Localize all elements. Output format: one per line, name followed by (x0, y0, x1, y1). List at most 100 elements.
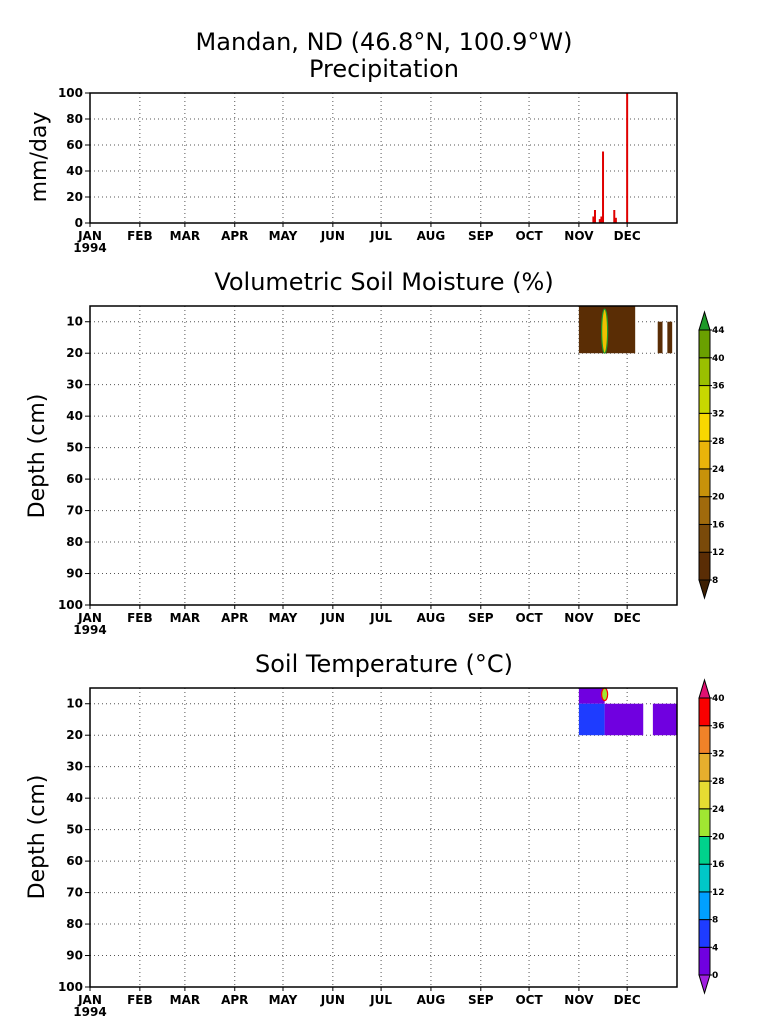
colorbar-label: 44 (712, 326, 725, 336)
colorbar-segment (698, 468, 711, 498)
heatmap-cell (667, 321, 673, 354)
x-tick-label: MAY (269, 229, 298, 243)
x-tick-label: MAY (269, 993, 298, 1007)
colorbar-segment (698, 697, 711, 727)
x-tick-label: FEB (127, 611, 153, 625)
colorbar-label: 40 (712, 354, 725, 364)
x-tick-label: FEB (127, 229, 153, 243)
colorbar-label: 32 (712, 409, 725, 419)
plot-frame (89, 92, 678, 224)
x-tick-label: DEC (614, 993, 641, 1007)
colorbar-label: 12 (712, 888, 725, 898)
colorbar-label: 8 (712, 916, 718, 926)
y-tick-label: 10 (66, 697, 83, 711)
moisture-title: Volumetric Soil Moisture (%) (214, 268, 553, 296)
y-tick-label: 20 (66, 728, 83, 742)
x-tick-label: SEP (468, 993, 494, 1007)
x-tick-label: OCT (515, 611, 543, 625)
plot-frame (89, 687, 678, 988)
y-tick-label: 20 (66, 346, 83, 360)
colorbar-segment (698, 780, 711, 810)
x-tick-label: JAN (77, 611, 102, 625)
y-tick-label: 30 (66, 378, 83, 392)
year-label: 1994 (73, 241, 106, 255)
temperature-ylabel: Depth (cm) (25, 775, 50, 900)
x-tick-label: AUG (417, 993, 446, 1007)
colorbar-label: 36 (712, 722, 725, 732)
heatmap-contour (601, 687, 609, 702)
moisture-ylabel: Depth (cm) (25, 394, 50, 519)
temperature-title: Soil Temperature (°C) (255, 650, 513, 678)
precip-title: Precipitation (309, 55, 459, 83)
x-tick-label: APR (221, 229, 248, 243)
year-label: 1994 (73, 623, 106, 637)
x-tick-label: FEB (127, 993, 153, 1007)
heatmap-cell (657, 321, 663, 354)
x-tick-label: JAN (77, 993, 102, 1007)
precip-ylabel: mm/day (27, 112, 52, 203)
colorbar-segment (698, 412, 711, 442)
x-tick-label: MAR (170, 229, 200, 243)
x-tick-label: JAN (77, 229, 102, 243)
moisture-colorbar: 8 12 16 20 24 28 32 36 40 44 (698, 310, 725, 600)
y-tick-label: 90 (66, 949, 83, 963)
colorbar-label: 24 (712, 465, 725, 475)
heatmap-cell (604, 703, 644, 736)
y-tick-label: 80 (66, 535, 83, 549)
x-tick-label: JUN (320, 229, 345, 243)
y-tick-label: 30 (66, 760, 83, 774)
x-tick-label: OCT (515, 229, 543, 243)
colorbar-segment (698, 385, 711, 414)
colorbar-segment (698, 329, 711, 359)
colorbar-label: 8 (712, 576, 718, 586)
y-tick-label: 60 (66, 472, 83, 486)
colorbar-segment (698, 919, 711, 948)
precip-panel: 0 20 40 60 80 100 JAN FEB MAR APR MAY JUN JUL AUG SEP O… (58, 86, 678, 255)
colorbar-segment (698, 440, 711, 470)
y-tick-label: 20 (66, 190, 83, 204)
y-tick-label: 40 (66, 164, 83, 178)
x-tick-label: JUN (320, 993, 345, 1007)
x-tick-label: NOV (564, 229, 594, 243)
colorbar-segment (698, 310, 711, 331)
colorbar-label: 12 (712, 548, 725, 558)
colorbar-label: 16 (712, 520, 725, 530)
temperature-colorbar: 0 4 8 12 16 20 24 28 32 36 40 (698, 678, 725, 995)
colorbar-label: 0 (712, 971, 718, 981)
colorbar-segment (698, 551, 711, 581)
colorbar-label: 36 (712, 382, 725, 392)
colorbar-label: 28 (712, 777, 725, 787)
x-tick-label: NOV (564, 611, 594, 625)
y-tick-label: 60 (66, 138, 83, 152)
x-tick-label: SEP (468, 611, 494, 625)
colorbar-segment (698, 496, 711, 525)
y-tick-label: 70 (66, 504, 83, 518)
colorbar-segment (698, 946, 711, 976)
x-tick-label: JUN (320, 611, 345, 625)
x-tick-label: MAR (170, 611, 200, 625)
colorbar-segment (698, 974, 711, 995)
y-tick-label: 70 (66, 886, 83, 900)
x-tick-label: JUL (369, 611, 392, 625)
colorbar-segment (698, 808, 711, 837)
y-tick-label: 50 (66, 823, 83, 837)
colorbar-label: 32 (712, 749, 725, 759)
y-tick-label: 10 (66, 315, 83, 329)
x-tick-label: APR (221, 993, 248, 1007)
y-tick-label: 100 (58, 86, 83, 100)
y-tick-label: 100 (58, 598, 83, 612)
colorbar-label: 20 (712, 833, 725, 843)
year-label: 1994 (73, 1005, 106, 1019)
colorbar-label: 28 (712, 437, 725, 447)
y-tick-label: 90 (66, 567, 83, 581)
x-tick-label: JUL (369, 229, 392, 243)
colorbar-label: 40 (712, 694, 725, 704)
heatmap-cell (578, 688, 605, 704)
colorbar-label: 24 (712, 805, 725, 815)
figure-title: Mandan, ND (46.8°N, 100.9°W) (196, 28, 573, 56)
heatmap-cell (652, 703, 677, 736)
x-tick-label: DEC (614, 611, 641, 625)
x-tick-label: JUL (369, 993, 392, 1007)
